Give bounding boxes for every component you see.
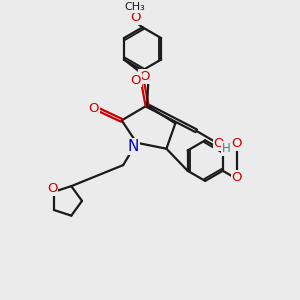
Text: O: O [139,70,149,83]
Text: O: O [89,102,99,115]
Text: O: O [47,182,58,195]
Text: O: O [231,171,242,184]
Text: N: N [127,139,139,154]
Text: O: O [213,137,224,150]
Text: O: O [130,11,140,24]
Text: CH₃: CH₃ [125,2,146,12]
Text: O: O [231,137,242,150]
Text: H: H [222,142,230,155]
Text: O: O [131,74,141,87]
